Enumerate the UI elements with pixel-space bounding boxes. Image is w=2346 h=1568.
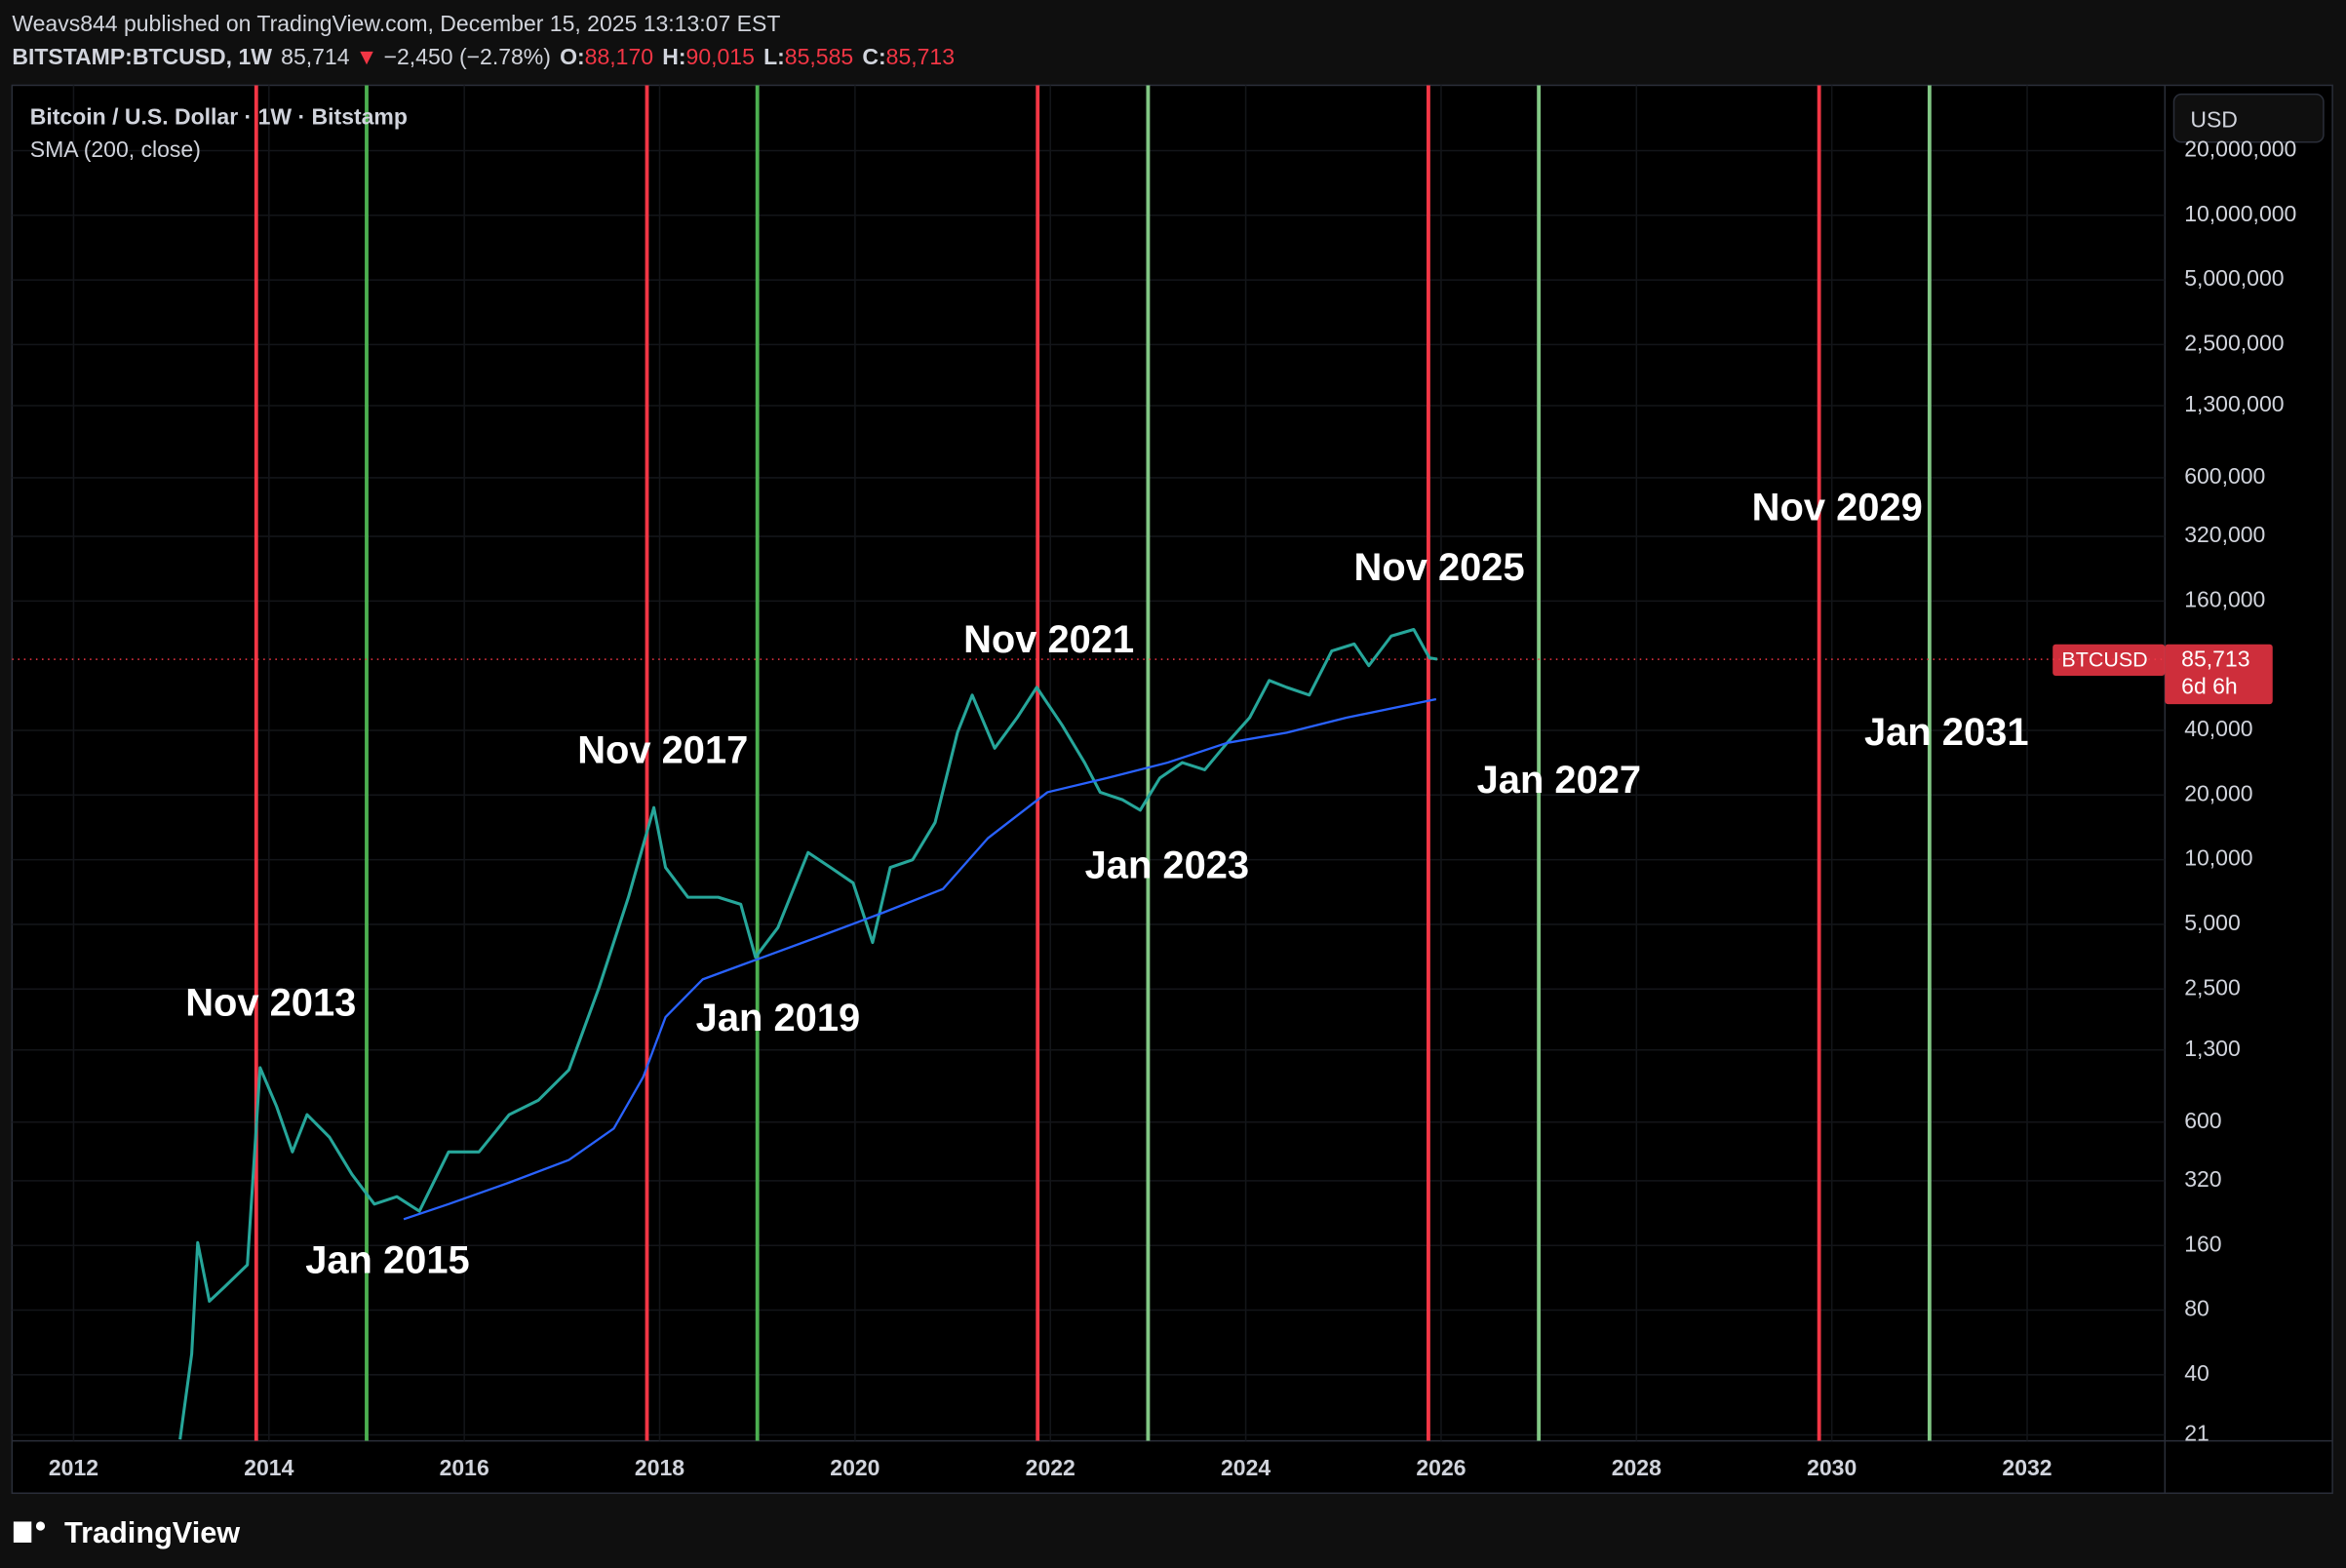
sma-legend: SMA (200, close) (30, 137, 201, 162)
price-tag-countdown: 6d 6h (2181, 673, 2238, 698)
x-tick-label: 2026 (1416, 1455, 1466, 1480)
symbol: BITSTAMP:BTCUSD, 1W (12, 44, 272, 69)
instrument-legend: Bitcoin / U.S. Dollar · 1W · Bitstamp (30, 103, 408, 129)
x-tick-label: 2018 (635, 1455, 684, 1480)
cycle-label: Jan 2019 (696, 997, 861, 1039)
brand: TradingView (64, 1515, 240, 1549)
x-tick-label: 2024 (1221, 1455, 1271, 1480)
y-tick-label: 5,000,000 (2184, 265, 2284, 291)
x-tick-label: 2028 (1612, 1455, 1662, 1480)
low: 85,585 (785, 44, 853, 69)
y-tick-label: 1,300 (2184, 1036, 2241, 1061)
y-tick-label: 10,000 (2184, 845, 2252, 871)
y-tick-label: 600 (2184, 1108, 2221, 1133)
y-tick-label: 10,000,000 (2184, 201, 2296, 226)
y-tick-label: 320,000 (2184, 522, 2265, 547)
price-line (178, 627, 1438, 1440)
y-tick-label: 2,500 (2184, 974, 2241, 1000)
x-tick-label: 2020 (830, 1455, 880, 1480)
x-tick-label: 2022 (1026, 1455, 1075, 1480)
y-tick-label: 5,000 (2184, 910, 2241, 935)
cycle-label: Nov 2017 (577, 728, 748, 771)
open-label: O: (560, 44, 585, 69)
plot-area (12, 85, 2166, 1441)
y-tick-label: 1,300,000 (2184, 391, 2284, 416)
currency-button[interactable] (2172, 93, 2325, 143)
currency[interactable]: USD (2190, 106, 2238, 132)
cycle-label: Jan 2027 (1477, 759, 1641, 802)
x-tick-label: 2012 (49, 1455, 98, 1480)
y-tick-label: 21 (2184, 1421, 2209, 1446)
cycle-label: Nov 2025 (1354, 546, 1525, 589)
cycle-label: Jan 2031 (1864, 711, 2028, 754)
change: −2,450 (−2.78%) (384, 44, 551, 69)
logo-dot (35, 1521, 46, 1531)
cycle-label: Nov 2013 (185, 982, 356, 1025)
x-tick-label: 2030 (1807, 1455, 1857, 1480)
symbol-tag (2053, 644, 2166, 676)
chart-frame (11, 84, 2333, 1495)
y-tick-label: 20,000,000 (2184, 137, 2296, 162)
y-tick-label: 20,000 (2184, 780, 2252, 805)
y-tick-label: 160 (2184, 1231, 2221, 1256)
open: 88,170 (585, 44, 653, 69)
sma-line (403, 697, 1437, 1221)
price-tag (2165, 644, 2273, 705)
y-tick-label: 160,000 (2184, 586, 2265, 611)
y-tick-label: 600,000 (2184, 463, 2265, 489)
y-tick-label: 40 (2184, 1360, 2209, 1386)
y-tick-label: 40,000 (2184, 716, 2252, 741)
price-tag-value: 85,713 (2181, 647, 2249, 672)
x-tick-label: 2032 (2002, 1455, 2052, 1480)
close: 85,713 (886, 44, 955, 69)
symbol-line: BITSTAMP:BTCUSD, 1W 85,714 ▼ −2,450 (−2.78%… (12, 44, 955, 69)
footer-logo: TradingView (13, 1515, 240, 1549)
low-label: L: (763, 44, 785, 69)
y-tick-label: 2,500,000 (2184, 330, 2284, 355)
cycle-label: Nov 2029 (1752, 487, 1923, 529)
x-tick-label: 2014 (244, 1455, 293, 1480)
symbol-tag-text: BTCUSD (2061, 647, 2147, 671)
close-label: C: (862, 44, 885, 69)
x-tick-label: 2016 (440, 1455, 489, 1480)
y-tick-label: 80 (2184, 1296, 2209, 1321)
cycle-label: Jan 2023 (1085, 843, 1250, 886)
cycle-label: Jan 2015 (305, 1239, 470, 1282)
publish-info: Weavs844 published on TradingView.com, D… (12, 11, 780, 36)
logo-mark (13, 1521, 32, 1543)
price: 85,714 (281, 44, 350, 69)
change-arrow: ▼ (356, 44, 378, 69)
y-tick-label: 320 (2184, 1166, 2221, 1192)
high: 90,015 (686, 44, 755, 69)
high-label: H: (662, 44, 685, 69)
cycle-label: Nov 2021 (963, 618, 1134, 661)
